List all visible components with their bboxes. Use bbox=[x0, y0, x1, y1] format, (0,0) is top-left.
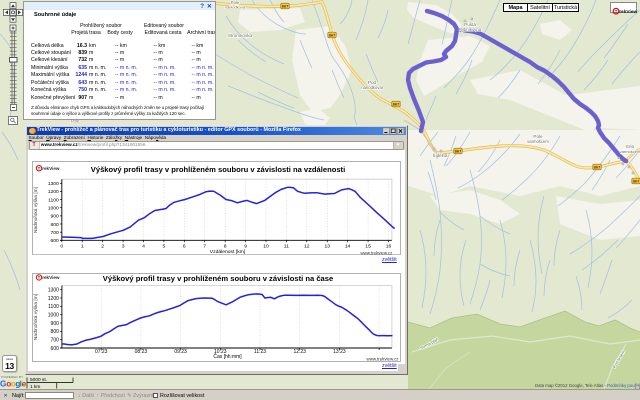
svg-text:Čas [hh:mm]: Čas [hh:mm] bbox=[213, 353, 242, 360]
svg-text:867: 867 bbox=[594, 165, 601, 170]
svg-text:16: 16 bbox=[385, 243, 391, 249]
svg-text:867: 867 bbox=[329, 33, 336, 38]
svg-text:700: 700 bbox=[50, 338, 59, 344]
svg-text:867: 867 bbox=[393, 102, 400, 107]
svg-text:www.trekview.cz: www.trekview.cz bbox=[366, 357, 398, 362]
svg-text:Vzdálenost [km]: Vzdálenost [km] bbox=[209, 249, 245, 255]
svg-text:rekView: rekView bbox=[619, 9, 637, 15]
svg-text:8: 8 bbox=[223, 243, 226, 249]
svg-text:Nadmořská výška [m]: Nadmořská výška [m] bbox=[33, 294, 39, 340]
svg-text:T: T bbox=[37, 275, 40, 280]
svg-text:5: 5 bbox=[162, 243, 165, 249]
svg-text:14: 14 bbox=[344, 243, 350, 249]
svg-text:700: 700 bbox=[50, 230, 59, 236]
svg-text:10: 10 bbox=[263, 243, 269, 249]
svg-text:www.trekview.cz: www.trekview.cz bbox=[360, 250, 392, 255]
svg-text:12:23: 12:23 bbox=[293, 349, 306, 355]
svg-text:08:23: 08:23 bbox=[134, 349, 147, 355]
svg-text:1300: 1300 bbox=[47, 288, 58, 294]
svg-text:Pustá: Pustá bbox=[464, 22, 476, 27]
svg-text:600: 600 bbox=[50, 346, 59, 352]
svg-text:T: T bbox=[37, 166, 40, 171]
svg-text:1 km: 1 km bbox=[30, 384, 40, 390]
svg-text:varmošcem: varmošcem bbox=[620, 149, 640, 154]
svg-text:Výškový profil trasy v prohlíž: Výškový profil trasy v prohlíženém soubo… bbox=[90, 164, 344, 173]
svg-text:867: 867 bbox=[633, 179, 640, 184]
svg-text:Erla: Erla bbox=[626, 144, 634, 149]
svg-text:1000: 1000 bbox=[47, 313, 58, 319]
svg-text:rekView: rekView bbox=[42, 166, 60, 171]
svg-text:867: 867 bbox=[282, 4, 289, 9]
svg-text:07:23: 07:23 bbox=[94, 349, 107, 355]
svg-text:T: T bbox=[615, 9, 618, 14]
svg-text:7: 7 bbox=[203, 243, 206, 249]
svg-text:nahodkoval: nahodkoval bbox=[361, 85, 382, 90]
svg-text:1: 1 bbox=[80, 243, 83, 249]
svg-text:600: 600 bbox=[50, 238, 59, 244]
svg-text:10:23: 10:23 bbox=[214, 349, 227, 355]
svg-text:13: 13 bbox=[324, 243, 330, 249]
svg-text:Pole: Pole bbox=[533, 134, 543, 139]
svg-text:G: G bbox=[0, 379, 6, 388]
svg-text:varmošcem: varmošcem bbox=[527, 139, 549, 144]
svg-text:900: 900 bbox=[50, 321, 59, 327]
svg-text:2: 2 bbox=[101, 243, 104, 249]
svg-text:g: g bbox=[15, 379, 20, 388]
svg-text:800: 800 bbox=[50, 329, 59, 335]
svg-text:o: o bbox=[6, 379, 11, 388]
svg-text:800: 800 bbox=[50, 221, 59, 227]
svg-text:1000: 1000 bbox=[47, 205, 58, 211]
svg-text:900: 900 bbox=[50, 213, 59, 219]
svg-text:6: 6 bbox=[182, 243, 185, 249]
svg-text:4: 4 bbox=[142, 243, 145, 249]
svg-text:1100: 1100 bbox=[48, 197, 59, 203]
svg-text:11:23: 11:23 bbox=[253, 349, 265, 355]
svg-text:naHodkova: naHodkova bbox=[225, 5, 246, 10]
svg-text:Šídelna: Šídelna bbox=[433, 153, 448, 158]
svg-text:09:23: 09:23 bbox=[174, 349, 187, 355]
svg-text:13:23: 13:23 bbox=[333, 349, 346, 355]
svg-text:Pole: Pole bbox=[231, 0, 240, 5]
svg-text:0: 0 bbox=[60, 243, 63, 249]
svg-text:9: 9 bbox=[244, 243, 247, 249]
svg-text:15: 15 bbox=[365, 243, 371, 249]
svg-text:5000 st.: 5000 st. bbox=[30, 377, 47, 383]
svg-text:11: 11 bbox=[283, 243, 288, 249]
svg-text:867: 867 bbox=[455, 149, 462, 154]
svg-text:Výškový profil trasy v prohlíž: Výškový profil trasy v prohlíženém soubo… bbox=[102, 274, 332, 283]
svg-text:Pod: Pod bbox=[368, 80, 377, 85]
svg-text:e: e bbox=[22, 379, 27, 388]
svg-text:1300: 1300 bbox=[47, 181, 58, 187]
svg-text:12: 12 bbox=[304, 243, 310, 249]
svg-text:Rybníkovna: Rybníkovna bbox=[459, 27, 482, 32]
svg-text:1200: 1200 bbox=[47, 189, 58, 195]
svg-text:rekView: rekView bbox=[42, 275, 60, 280]
svg-text:3: 3 bbox=[121, 243, 124, 249]
svg-text:1200: 1200 bbox=[47, 296, 58, 302]
svg-text:1100: 1100 bbox=[48, 304, 59, 310]
svg-text:Pole: Pole bbox=[71, 119, 80, 124]
svg-text:Nadmořská výška [m]: Nadmořská výška [m] bbox=[33, 187, 39, 233]
svg-text:l: l bbox=[20, 379, 22, 388]
svg-text:Stromkovka: Stromkovka bbox=[228, 33, 253, 38]
svg-text:o: o bbox=[11, 379, 16, 388]
